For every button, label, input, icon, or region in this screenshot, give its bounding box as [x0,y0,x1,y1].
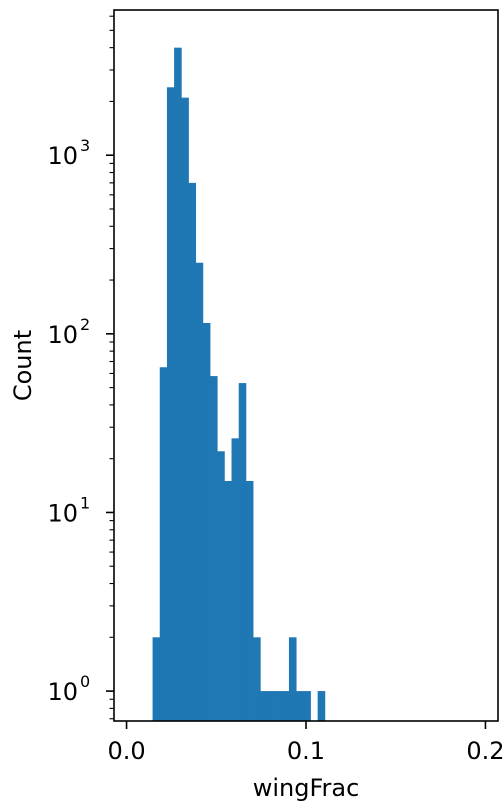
x-tick-label-1: 0.1 [287,737,325,765]
histogram-bar-9 [217,451,225,721]
histogram-bar-3 [174,47,182,721]
y-tick-label-3: 10 [47,142,78,170]
histogram-bar-7 [202,322,211,721]
y-tick-exponent-1: 1 [80,493,90,512]
histogram-bar-11 [231,438,240,721]
y-tick-label-0: 10 [47,678,78,706]
histogram-bar-6 [195,262,204,721]
histogram-bars [152,47,326,721]
y-tick-exponent-0: 0 [80,672,90,691]
histogram-bar-4 [181,97,189,721]
y-axis-label: Count [9,330,37,401]
histogram-bar-20 [296,691,304,721]
histogram-bar-12 [238,383,247,721]
y-tick-exponent-3: 3 [80,136,90,155]
histogram-bar-18 [281,691,290,721]
histogram-bar-5 [188,182,197,721]
histogram-bar-14 [253,637,261,721]
y-tick-exponent-2: 2 [80,315,90,334]
histogram-bar-15 [260,691,268,721]
histogram-bar-17 [274,691,283,721]
y-tick-label-2: 10 [47,321,78,349]
histogram-bar-2 [166,87,175,721]
histogram-bar-16 [267,691,275,721]
x-tick-label-2: 0.2 [466,737,504,765]
histogram-bar-1 [159,367,168,721]
x-axis-label: wingFrac [253,774,360,802]
histogram-bar-8 [210,376,218,721]
x-axis: 0.0 0.1 0.2 [107,721,504,765]
histogram-bar-0 [152,637,161,721]
histogram-bar-19 [288,637,297,721]
histogram-bar-22 [317,691,326,721]
x-tick-label-0: 0.0 [107,737,145,765]
histogram-bar-21 [303,691,311,721]
histogram-bar-13 [245,481,254,721]
y-tick-label-1: 10 [47,499,78,527]
histogram-bar-10 [224,481,232,721]
